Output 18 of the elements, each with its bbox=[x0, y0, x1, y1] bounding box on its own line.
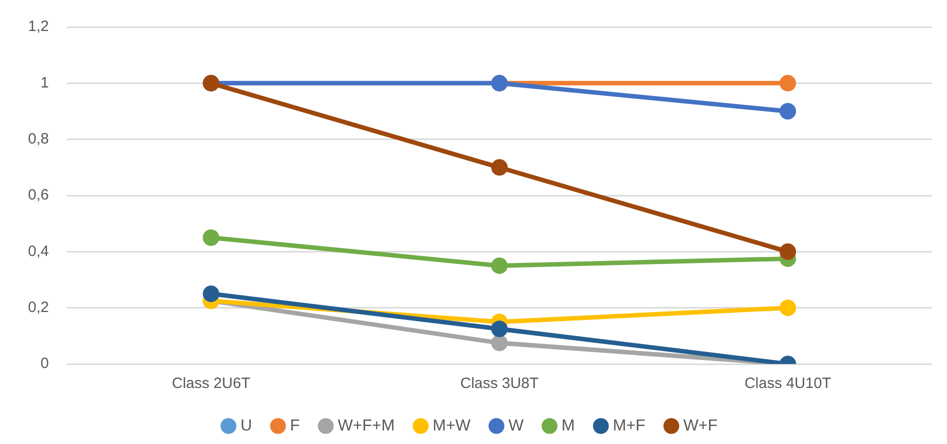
legend-label: W bbox=[508, 417, 524, 434]
y-tick-label: 1,2 bbox=[28, 18, 49, 36]
legend-label: M+W bbox=[432, 417, 472, 434]
y-tick-label: 0,8 bbox=[28, 130, 49, 148]
legend-label: W+F bbox=[683, 417, 718, 434]
x-tick-label: Class 3U8T bbox=[460, 375, 539, 392]
legend-label: U bbox=[240, 417, 252, 434]
y-tick-label: 0,2 bbox=[28, 298, 49, 316]
x-tick-label: Class 4U10T bbox=[744, 375, 832, 392]
y-tick-label: 1 bbox=[40, 74, 49, 92]
legend-label: M bbox=[562, 417, 575, 434]
y-tick-label: 0,4 bbox=[28, 242, 49, 260]
y-tick-label: 0,6 bbox=[28, 186, 49, 204]
legend-label: F bbox=[290, 417, 300, 434]
y-tick-label: 0 bbox=[40, 355, 49, 372]
x-tick-label: Class 2U6T bbox=[172, 375, 250, 392]
legend-label: W+F+M bbox=[338, 417, 395, 434]
legend-label: M+F bbox=[612, 417, 646, 434]
